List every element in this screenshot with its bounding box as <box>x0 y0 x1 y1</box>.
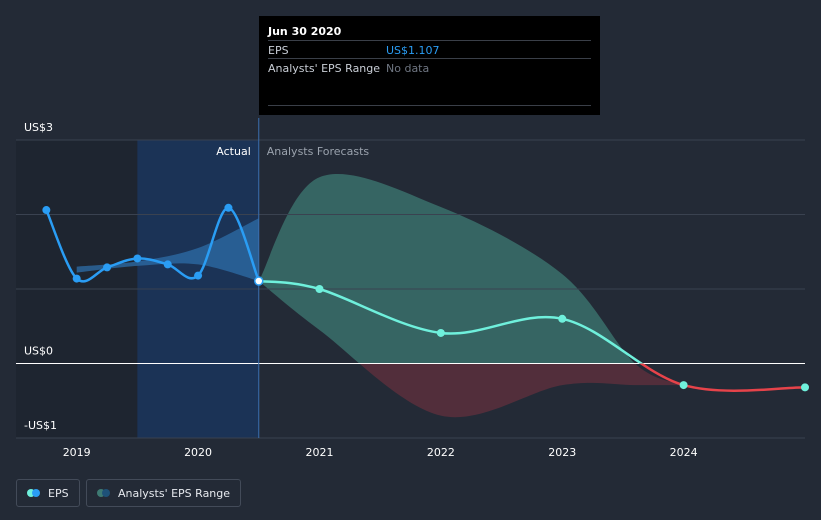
forecast-section-label: Analysts Forecasts <box>267 145 370 158</box>
forecast-range-band-negative <box>359 363 684 418</box>
gridlines <box>16 118 805 439</box>
tooltip-eps-value: US$1.107 <box>386 44 440 57</box>
tooltip-range-label: Analysts' EPS Range <box>268 62 381 75</box>
eps-actual-point <box>103 263 112 272</box>
dual-dot-icon <box>97 489 111 497</box>
x-tick-label: 2022 <box>427 446 455 459</box>
y-tick-label: US$0 <box>24 345 53 358</box>
y-tick-label: US$3 <box>24 121 53 134</box>
x-tick-label: 2023 <box>548 446 576 459</box>
tooltip-range-value: No data <box>386 62 430 75</box>
eps-actual-point <box>72 274 81 283</box>
eps-actual-point <box>133 254 142 263</box>
x-tick-label: 2020 <box>184 446 212 459</box>
legend-eps-button[interactable]: EPS <box>16 479 80 507</box>
eps-forecast-point <box>679 381 688 390</box>
eps-forecast-line-negative <box>639 363 806 392</box>
actual-section-label: Actual <box>216 145 250 158</box>
legend-eps-label: EPS <box>48 486 69 500</box>
x-tick-label: 2024 <box>670 446 698 459</box>
axis-labels: US$3 US$0 -US$1 2019 2020 2021 2022 2023 2024 Act… <box>24 121 698 459</box>
x-tick-label: 2019 <box>63 446 91 459</box>
x-tick-label: 2021 <box>305 446 333 459</box>
eps-actual-point <box>194 271 203 280</box>
legend-range-button[interactable]: Analysts' EPS Range <box>86 479 242 507</box>
eps-current-point <box>254 276 264 286</box>
eps-forecast-point <box>558 314 567 323</box>
actual-range-band <box>76 218 259 282</box>
tooltip-eps-label: EPS <box>268 44 289 57</box>
legend-range-label: Analysts' EPS Range <box>118 486 231 500</box>
eps-forecast-point <box>801 383 809 392</box>
eps-actual-point <box>163 260 172 269</box>
tooltip-date: Jun 30 2020 <box>268 25 342 38</box>
tooltip-divider <box>268 105 591 106</box>
eps-actual-point <box>42 206 51 215</box>
data-points <box>42 203 809 392</box>
eps-forecast-point <box>315 285 324 293</box>
y-tick-label: -US$1 <box>24 419 57 432</box>
eps-actual-point <box>224 203 233 212</box>
tooltip: Jun 30 2020 EPS US$1.107 Analysts' EPS R… <box>259 16 600 115</box>
tooltip-eps-row: EPS US$1.107 <box>268 40 591 59</box>
eps-forecast-point <box>436 328 445 337</box>
tooltip-range-row: Analysts' EPS Range No data <box>268 58 591 77</box>
dual-dot-icon <box>27 489 41 497</box>
